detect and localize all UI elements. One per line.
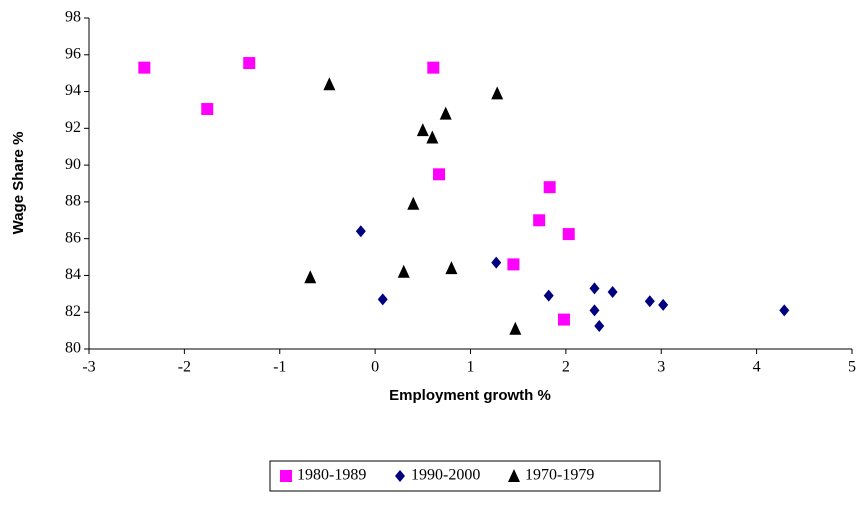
y-tick-label: 88 (65, 193, 81, 210)
point (543, 289, 554, 302)
x-tick-label: -3 (82, 359, 95, 376)
point (557, 313, 570, 326)
point (355, 225, 366, 238)
point (201, 103, 214, 116)
legend-label: 1980-1989 (297, 467, 366, 484)
x-tick-label: 5 (848, 359, 856, 376)
point (644, 295, 655, 308)
point (779, 304, 790, 317)
legend-label: 1990-2000 (411, 467, 480, 484)
point (589, 304, 600, 317)
point (243, 57, 256, 70)
point (416, 123, 429, 137)
point (543, 181, 556, 194)
point (507, 258, 520, 271)
x-tick-label: -1 (273, 359, 286, 376)
legend-marker (280, 470, 292, 482)
point (594, 320, 605, 333)
x-tick-label: 3 (657, 359, 665, 376)
y-tick-label: 96 (65, 45, 81, 62)
point (397, 264, 410, 278)
point (509, 321, 522, 335)
point (138, 61, 151, 74)
point (377, 293, 388, 306)
point (426, 130, 439, 144)
x-axis-title: Employment growth % (389, 387, 551, 404)
y-tick-label: 80 (65, 340, 81, 357)
point (491, 256, 502, 269)
point (323, 77, 336, 91)
y-tick-label: 86 (65, 229, 81, 246)
x-tick-label: 2 (562, 359, 570, 376)
y-tick-label: 92 (65, 119, 81, 136)
x-tick-label: -2 (178, 359, 191, 376)
y-tick-label: 90 (65, 156, 81, 173)
y-tick-label: 82 (65, 303, 81, 320)
y-tick-label: 94 (65, 82, 81, 99)
point (607, 285, 618, 298)
point (445, 261, 458, 275)
point (533, 214, 546, 227)
legend-marker (395, 470, 405, 482)
x-tick-label: 4 (753, 359, 761, 376)
legend-marker (508, 469, 520, 482)
point (491, 86, 504, 100)
y-tick-label: 98 (65, 9, 81, 26)
x-tick-label: 0 (371, 359, 379, 376)
point (427, 61, 440, 74)
point (589, 282, 600, 295)
point (407, 196, 420, 210)
point (433, 168, 446, 181)
x-tick-label: 1 (467, 359, 475, 376)
point (439, 106, 452, 120)
point (304, 270, 317, 284)
point (562, 228, 575, 241)
legend-box (269, 460, 661, 492)
y-axis-title: Wage Share % (10, 132, 27, 235)
legend-label: 1970-1979 (525, 467, 594, 484)
point (658, 298, 669, 311)
y-tick-label: 84 (65, 266, 81, 283)
